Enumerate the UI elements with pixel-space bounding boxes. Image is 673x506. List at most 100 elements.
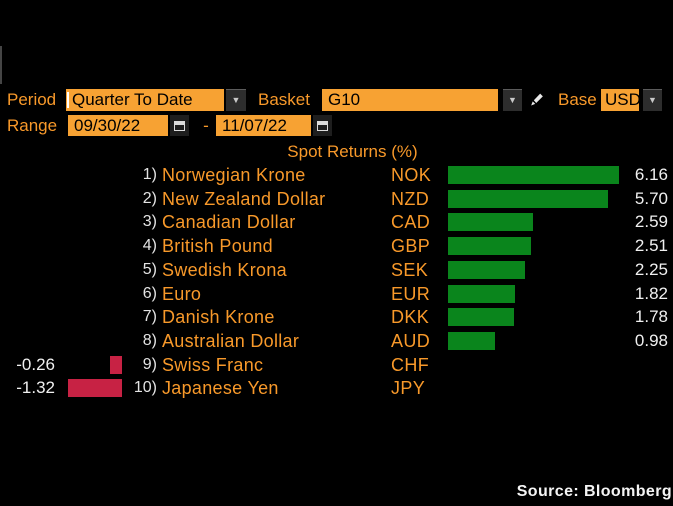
basket-value: G10: [328, 90, 361, 109]
negative-bar-track: [68, 379, 122, 398]
positive-bar-track: [448, 260, 623, 279]
left-edge-divider: [0, 46, 2, 84]
return-value: 0.98: [634, 330, 668, 350]
currency-ticker: AUD: [391, 330, 431, 351]
positive-bar: [448, 308, 514, 327]
return-value: 5.70: [634, 188, 668, 208]
currency-name: Japanese Yen: [162, 378, 279, 399]
return-value: 2.59: [634, 212, 668, 232]
period-dropdown-button[interactable]: ▼: [226, 89, 246, 111]
currency-row[interactable]: 10) Japanese Yen JPY -1.32: [0, 376, 673, 400]
currency-ticker: NZD: [391, 188, 430, 209]
currency-name: Swedish Krona: [162, 259, 287, 280]
row-rank: 5): [142, 260, 157, 278]
period-label: Period: [7, 90, 57, 109]
range-end-calendar-button[interactable]: [313, 115, 332, 136]
currency-ticker: CAD: [391, 212, 431, 233]
base-value: USD: [605, 90, 639, 109]
calendar-icon: [174, 120, 185, 131]
return-value: 1.82: [634, 283, 668, 303]
positive-bar: [448, 331, 495, 350]
row-rank: 3): [142, 213, 157, 231]
basket-dropdown-button[interactable]: ▼: [503, 89, 522, 111]
currency-row[interactable]: 1) Norwegian Krone NOK 6.16: [0, 163, 673, 187]
currency-ticker: DKK: [391, 307, 430, 328]
return-value: 6.16: [634, 165, 668, 184]
currency-row[interactable]: 4) British Pound GBP 2.51: [0, 234, 673, 258]
range-start-calendar-button[interactable]: [170, 115, 189, 136]
edit-basket-button[interactable]: [526, 90, 548, 110]
positive-bar: [448, 189, 608, 208]
base-dropdown[interactable]: USD: [601, 89, 639, 111]
currency-name: Swiss Franc: [162, 354, 264, 375]
positive-bar: [448, 213, 533, 232]
currency-row[interactable]: 2) New Zealand Dollar NZD 5.70: [0, 187, 673, 211]
row-rank: 7): [142, 308, 157, 326]
currency-name: Australian Dollar: [162, 330, 300, 351]
base-label: Base: [558, 90, 597, 109]
currency-ticker: NOK: [391, 165, 432, 185]
source-label: Source: Bloomberg: [516, 483, 672, 500]
row-rank: 4): [142, 237, 157, 255]
calendar-icon: [317, 120, 328, 131]
negative-bar-track: [68, 355, 122, 374]
currency-name: New Zealand Dollar: [162, 188, 326, 209]
row-rank: 1): [142, 166, 157, 183]
positive-bar-track: [448, 213, 623, 232]
return-value: 1.78: [634, 307, 668, 327]
currency-row[interactable]: 5) Swedish Krona SEK 2.25: [0, 258, 673, 282]
currency-name: Euro: [162, 283, 202, 304]
currency-row[interactable]: 9) Swiss Franc CHF -0.26: [0, 353, 673, 377]
currency-name: Canadian Dollar: [162, 212, 296, 233]
return-value: 2.25: [634, 259, 668, 279]
row-rank: 6): [142, 284, 157, 302]
positive-bar: [448, 166, 619, 184]
chevron-down-icon: ▼: [648, 95, 657, 105]
pencil-icon: [531, 93, 543, 106]
base-dropdown-button[interactable]: ▼: [643, 89, 662, 111]
currency-row[interactable]: 7) Danish Krone DKK 1.78: [0, 305, 673, 329]
range-start-value: 09/30/22: [74, 116, 141, 135]
currency-row[interactable]: 8) Australian Dollar AUD 0.98: [0, 329, 673, 353]
row-rank: 10): [133, 379, 157, 397]
negative-bar: [110, 355, 122, 374]
currency-ticker: EUR: [391, 283, 431, 304]
period-value: Quarter To Date: [72, 90, 193, 109]
range-separator: -: [203, 116, 209, 135]
positive-bar-track: [448, 331, 623, 350]
chevron-down-icon: ▼: [231, 95, 241, 105]
positive-bar-track: [448, 284, 623, 303]
positive-bar-track: [448, 237, 623, 256]
positive-bar-track: [448, 308, 623, 327]
period-dropdown[interactable]: Quarter To Date: [66, 89, 224, 111]
range-end-input[interactable]: 11/07/22: [216, 115, 311, 136]
text-cursor: [67, 92, 69, 108]
return-value: 2.51: [634, 236, 668, 256]
row-rank: 8): [142, 331, 157, 349]
positive-bar-track: [448, 189, 623, 208]
chevron-down-icon: ▼: [508, 95, 517, 105]
row-rank: 9): [142, 355, 157, 373]
row-rank: 2): [142, 189, 157, 207]
range-start-input[interactable]: 09/30/22: [68, 115, 168, 136]
currency-row[interactable]: 3) Canadian Dollar CAD 2.59: [0, 210, 673, 234]
return-value: -0.26: [16, 354, 55, 374]
positive-bar: [448, 284, 515, 303]
return-value: -1.32: [16, 378, 55, 398]
range-label: Range: [7, 116, 58, 135]
currency-ticker: GBP: [391, 236, 431, 257]
basket-label: Basket: [258, 90, 310, 109]
currency-name: Norwegian Krone: [162, 165, 306, 185]
positive-bar: [448, 260, 525, 279]
range-end-value: 11/07/22: [222, 116, 287, 135]
currency-ticker: JPY: [391, 378, 426, 399]
currency-ticker: SEK: [391, 259, 429, 280]
negative-bar: [68, 379, 122, 398]
currency-ticker: CHF: [391, 354, 430, 375]
currency-name: British Pound: [162, 236, 273, 257]
currency-name: Danish Krone: [162, 307, 275, 328]
positive-bar: [448, 237, 531, 256]
currency-row[interactable]: 6) Euro EUR 1.82: [0, 282, 673, 306]
basket-dropdown[interactable]: G10: [322, 89, 498, 111]
